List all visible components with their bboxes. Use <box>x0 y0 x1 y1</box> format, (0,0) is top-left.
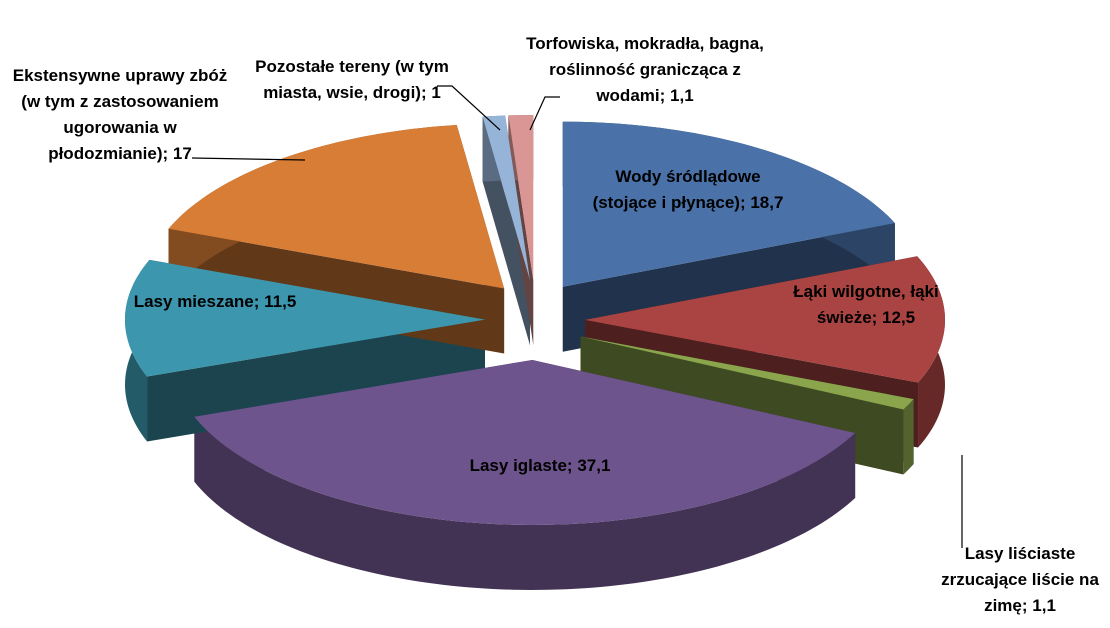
label-part: ; <box>253 292 265 311</box>
label-part: 18,7 <box>750 193 784 212</box>
label-part: ; <box>566 456 578 475</box>
data-label: Pozostałe tereny (w tym miasta, wsie, dr… <box>252 54 452 106</box>
slice-wall <box>903 399 914 475</box>
data-label: Łąki wilgotne, łąki świeże; 12,5 <box>766 279 966 331</box>
label-part: ; <box>871 308 883 327</box>
label-part: Łąki wilgotne, łąki świeże <box>793 282 944 327</box>
leader-line <box>437 85 501 131</box>
slice <box>194 359 856 525</box>
label-part: ; <box>1021 596 1033 615</box>
label-part: 1,1 <box>1032 596 1056 615</box>
label-part: Torfowiska, mokradła, bagna, roślinność … <box>526 34 769 105</box>
slice <box>584 256 945 383</box>
label-part: Ekstensywne uprawy zbóż (w tym z zastoso… <box>12 66 232 163</box>
label-part: Lasy mieszane <box>133 292 254 311</box>
data-label: Lasy mieszane; 11,5 <box>105 289 325 315</box>
data-label: Lasy iglaste; 37,1 <box>410 453 670 479</box>
leader-line <box>529 96 560 131</box>
leader-line <box>191 157 306 161</box>
label-part: 37,1 <box>577 456 611 475</box>
label-part: 12,5 <box>882 308 916 327</box>
label-part: ; <box>162 144 173 163</box>
label-part: Lasy liściaste zrzucające liście na zimę <box>941 544 1104 615</box>
slice <box>580 336 914 410</box>
data-label: Lasy liściaste zrzucające liście na zimę… <box>925 541 1110 619</box>
slice <box>168 124 505 289</box>
label-part: 1 <box>431 83 441 102</box>
data-label: Ekstensywne uprawy zbóż (w tym z zastoso… <box>5 63 235 167</box>
slice <box>508 115 534 281</box>
label-part: Pozostałe tereny (w tym miasta, wsie, dr… <box>255 57 454 102</box>
slice <box>482 115 530 281</box>
slice <box>562 121 895 287</box>
data-label: Torfowiska, mokradła, bagna, roślinność … <box>525 31 765 109</box>
data-label: Wody śródlądowe (stojące i płynące); 18,… <box>583 164 793 216</box>
slice <box>125 259 486 377</box>
slice-wall <box>194 416 856 590</box>
label-part: ; <box>739 193 751 212</box>
label-part: ; <box>420 83 432 102</box>
label-part: ; <box>659 86 671 105</box>
label-part: 11,5 <box>264 292 297 311</box>
label-part: Wody śródlądowe (stojące i płynące) <box>592 167 766 212</box>
label-part: 17 <box>172 144 192 163</box>
label-part: Lasy iglaste <box>469 456 567 475</box>
label-part: 1,1 <box>670 86 694 105</box>
